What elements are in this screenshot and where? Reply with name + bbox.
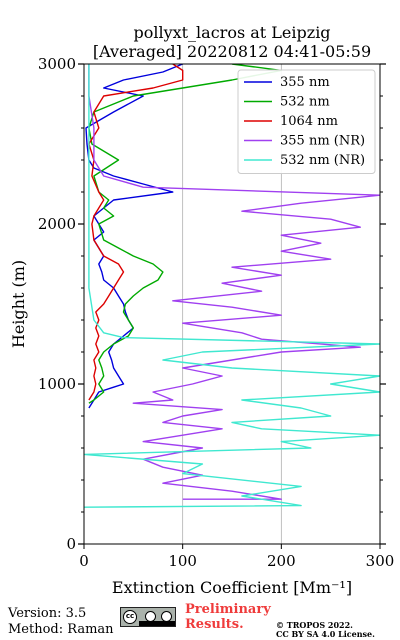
legend-label: 1064 nm	[280, 114, 338, 129]
preliminary-notice: Preliminary	[185, 602, 271, 617]
legend: 355 nm 532 nm 1064 nm 355 nm (NR) 532 nm (NR…	[237, 69, 376, 174]
x-tick-label: 100	[168, 552, 197, 570]
y-tick-label: 2000	[38, 215, 76, 233]
x-tick-label: 300	[366, 552, 395, 570]
copyright-text: © TROPOS 2022.	[276, 620, 353, 630]
method-text: Method: Raman	[8, 622, 114, 637]
cc-license-badge-icon: cc	[120, 607, 176, 627]
legend-label: 532 nm	[280, 95, 330, 110]
extinction-profile-chart: pollyxt_lacros at Leipzig [Averaged] 202…	[9, 23, 395, 597]
legend-label: 355 nm (NR)	[280, 134, 365, 149]
series-lines	[84, 64, 380, 508]
license-text: CC BY SA 4.0 License.	[276, 629, 375, 639]
preliminary-notice-line2: Results.	[185, 617, 244, 632]
x-tick-label: 0	[79, 552, 89, 570]
chart-title-line1: pollyxt_lacros at Leipzig	[133, 23, 330, 42]
y-axis-label: Height (m)	[9, 260, 28, 348]
y-tick-label: 0	[66, 535, 76, 553]
plot-frame	[83, 63, 381, 545]
series-line-4	[88, 64, 380, 500]
legend-label: 355 nm	[280, 75, 330, 90]
x-axis-label: Extinction Coefficient [Mm⁻¹]	[112, 578, 352, 597]
legend-label: 532 nm (NR)	[280, 153, 365, 168]
series-line-5	[84, 64, 380, 508]
y-tick-label: 1000	[38, 375, 76, 393]
version-text: Version: 3.5	[8, 606, 87, 621]
chart-title-line2: [Averaged] 20220812 04:41-05:59	[93, 42, 371, 61]
series-line-3	[88, 64, 184, 401]
y-tick-label: 3000	[38, 55, 76, 73]
x-tick-label: 200	[267, 552, 296, 570]
cc-icon: cc	[123, 610, 137, 624]
series-line-2	[88, 64, 282, 404]
legend-box	[237, 69, 376, 174]
